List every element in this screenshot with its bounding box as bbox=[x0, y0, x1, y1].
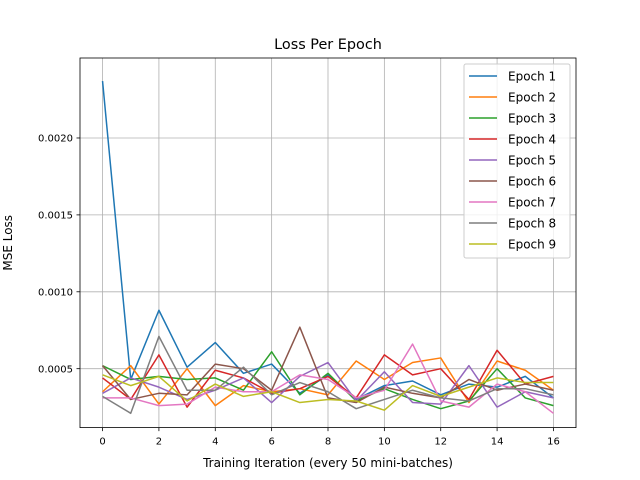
series-line-epoch-3 bbox=[102, 351, 554, 410]
legend-label-epoch-6: Epoch 6 bbox=[508, 174, 556, 188]
x-axis-ticks: 0 2 4 6 8 10 12 14 16 bbox=[99, 427, 560, 448]
x-tick-label: 4 bbox=[212, 437, 218, 448]
x-tick-label: 0 bbox=[99, 437, 105, 448]
legend-label-epoch-5: Epoch 5 bbox=[508, 153, 556, 167]
series-line-epoch-5 bbox=[102, 361, 554, 408]
series-line-epoch-6 bbox=[101, 326, 554, 404]
series-line-epoch-7 bbox=[102, 343, 554, 414]
x-tick-label: 8 bbox=[325, 437, 331, 448]
y-tick-label: 0.0005 bbox=[38, 364, 73, 375]
series-line-epoch-2 bbox=[102, 357, 554, 407]
x-tick-label: 16 bbox=[547, 437, 560, 448]
series-line-epoch-1 bbox=[101, 80, 554, 401]
legend-label-epoch-2: Epoch 2 bbox=[508, 90, 556, 104]
y-tick-label: 0.0015 bbox=[38, 210, 73, 221]
series-line-epoch-8 bbox=[102, 335, 554, 415]
y-axis-ticks: 0.0005 0.0010 0.0015 0.0020 bbox=[38, 134, 80, 375]
legend-label-epoch-4: Epoch 4 bbox=[508, 132, 556, 146]
legend-frame bbox=[463, 63, 571, 259]
x-tick-label: 12 bbox=[434, 437, 447, 448]
y-tick-label: 0.0020 bbox=[38, 134, 73, 145]
chart-title: Loss Per Epoch bbox=[274, 37, 382, 53]
y-axis-label: MSE Loss bbox=[1, 215, 15, 271]
legend-label-epoch-9: Epoch 9 bbox=[508, 237, 556, 251]
x-tick-label: 6 bbox=[268, 437, 274, 448]
legend-label-epoch-3: Epoch 3 bbox=[508, 111, 556, 125]
x-tick-label: 2 bbox=[156, 437, 162, 448]
series-line-epoch-9 bbox=[102, 374, 554, 411]
legend-label-epoch-1: Epoch 1 bbox=[508, 69, 556, 83]
legend-label-epoch-7: Epoch 7 bbox=[508, 195, 556, 209]
legend-label-epoch-8: Epoch 8 bbox=[508, 216, 556, 230]
series-lines bbox=[101, 80, 554, 415]
x-tick-label: 10 bbox=[378, 437, 391, 448]
y-tick-label: 0.0010 bbox=[38, 287, 73, 298]
x-axis-label: Training Iteration (every 50 mini-batche… bbox=[202, 456, 453, 470]
x-tick-label: 14 bbox=[491, 437, 504, 448]
legend: Epoch 1 Epoch 2 Epoch 3 Epoch 4 Epoch 5 Epoch… bbox=[463, 63, 571, 259]
